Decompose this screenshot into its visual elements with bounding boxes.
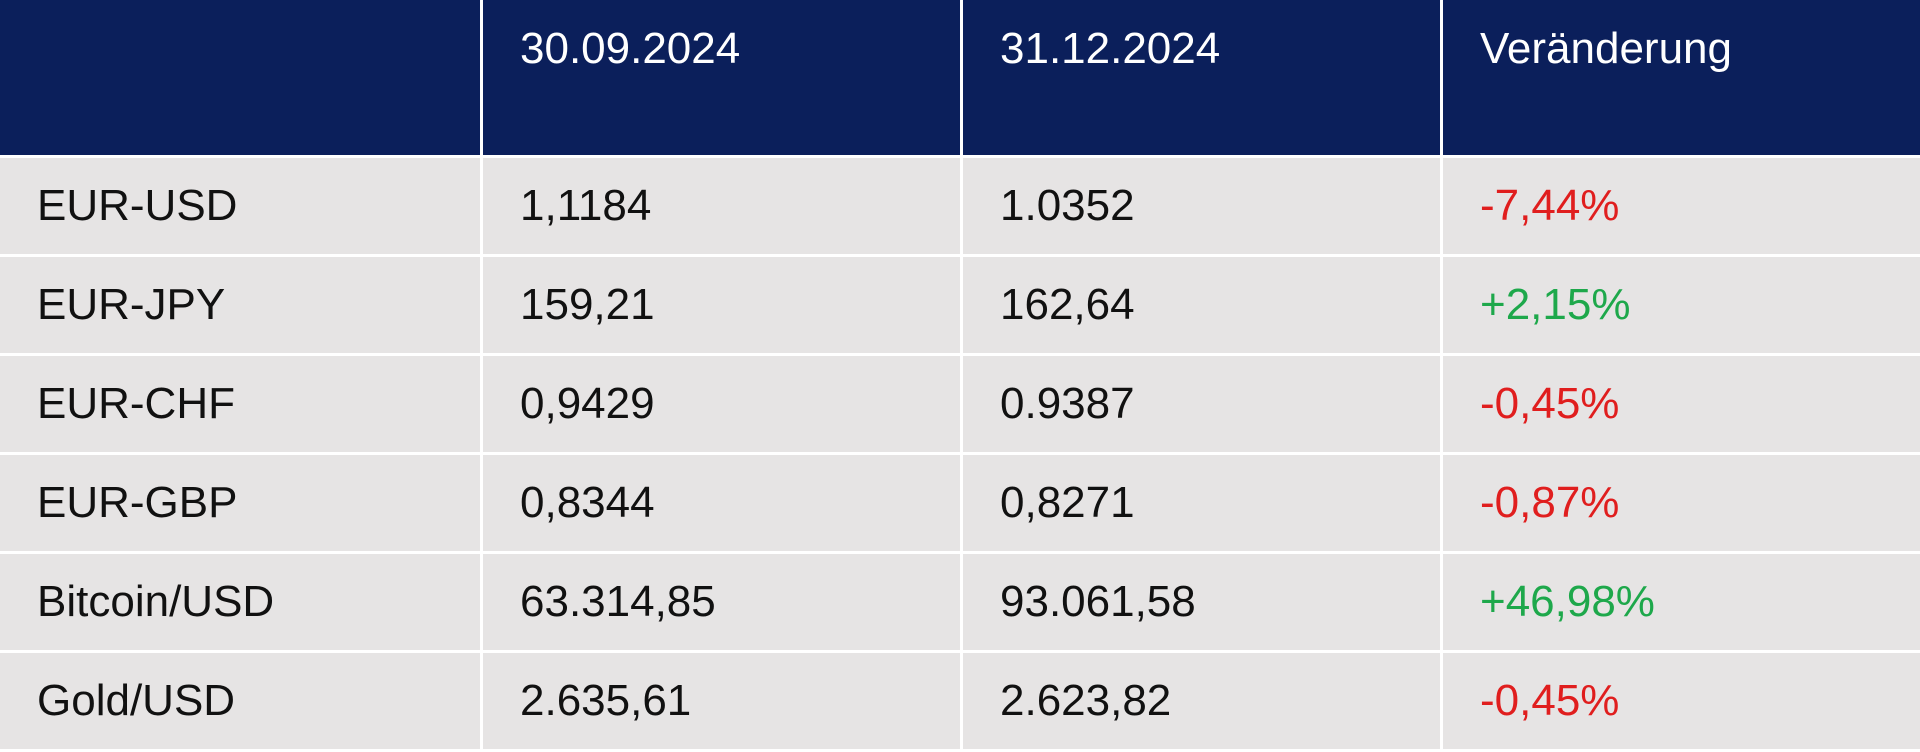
pair-label: EUR-CHF [0, 356, 480, 452]
change-cell: +2,15% [1443, 257, 1920, 353]
header-cell: 31.12.2024 [963, 0, 1440, 155]
value-cell: 1.0352 [963, 158, 1440, 254]
value-cell: 0.9387 [963, 356, 1440, 452]
pair-label: Gold/USD [0, 653, 480, 749]
value-cell: 159,21 [483, 257, 960, 353]
change-cell: -7,44% [1443, 158, 1920, 254]
header-cell: Veränderung [1443, 0, 1920, 155]
value-cell: 2.635,61 [483, 653, 960, 749]
value-cell: 1,1184 [483, 158, 960, 254]
value-cell: 93.061,58 [963, 554, 1440, 650]
pair-label: Bitcoin/USD [0, 554, 480, 650]
pair-label: EUR-GBP [0, 455, 480, 551]
header-cell: 30.09.2024 [483, 0, 960, 155]
value-cell: 2.623,82 [963, 653, 1440, 749]
pair-label: EUR-USD [0, 158, 480, 254]
change-cell: +46,98% [1443, 554, 1920, 650]
change-cell: -0,45% [1443, 653, 1920, 749]
change-cell: -0,45% [1443, 356, 1920, 452]
header-corner-cell [0, 0, 480, 155]
value-cell: 0,8344 [483, 455, 960, 551]
value-cell: 162,64 [963, 257, 1440, 353]
change-cell: -0,87% [1443, 455, 1920, 551]
value-cell: 0,9429 [483, 356, 960, 452]
value-cell: 0,8271 [963, 455, 1440, 551]
pair-label: EUR-JPY [0, 257, 480, 353]
value-cell: 63.314,85 [483, 554, 960, 650]
